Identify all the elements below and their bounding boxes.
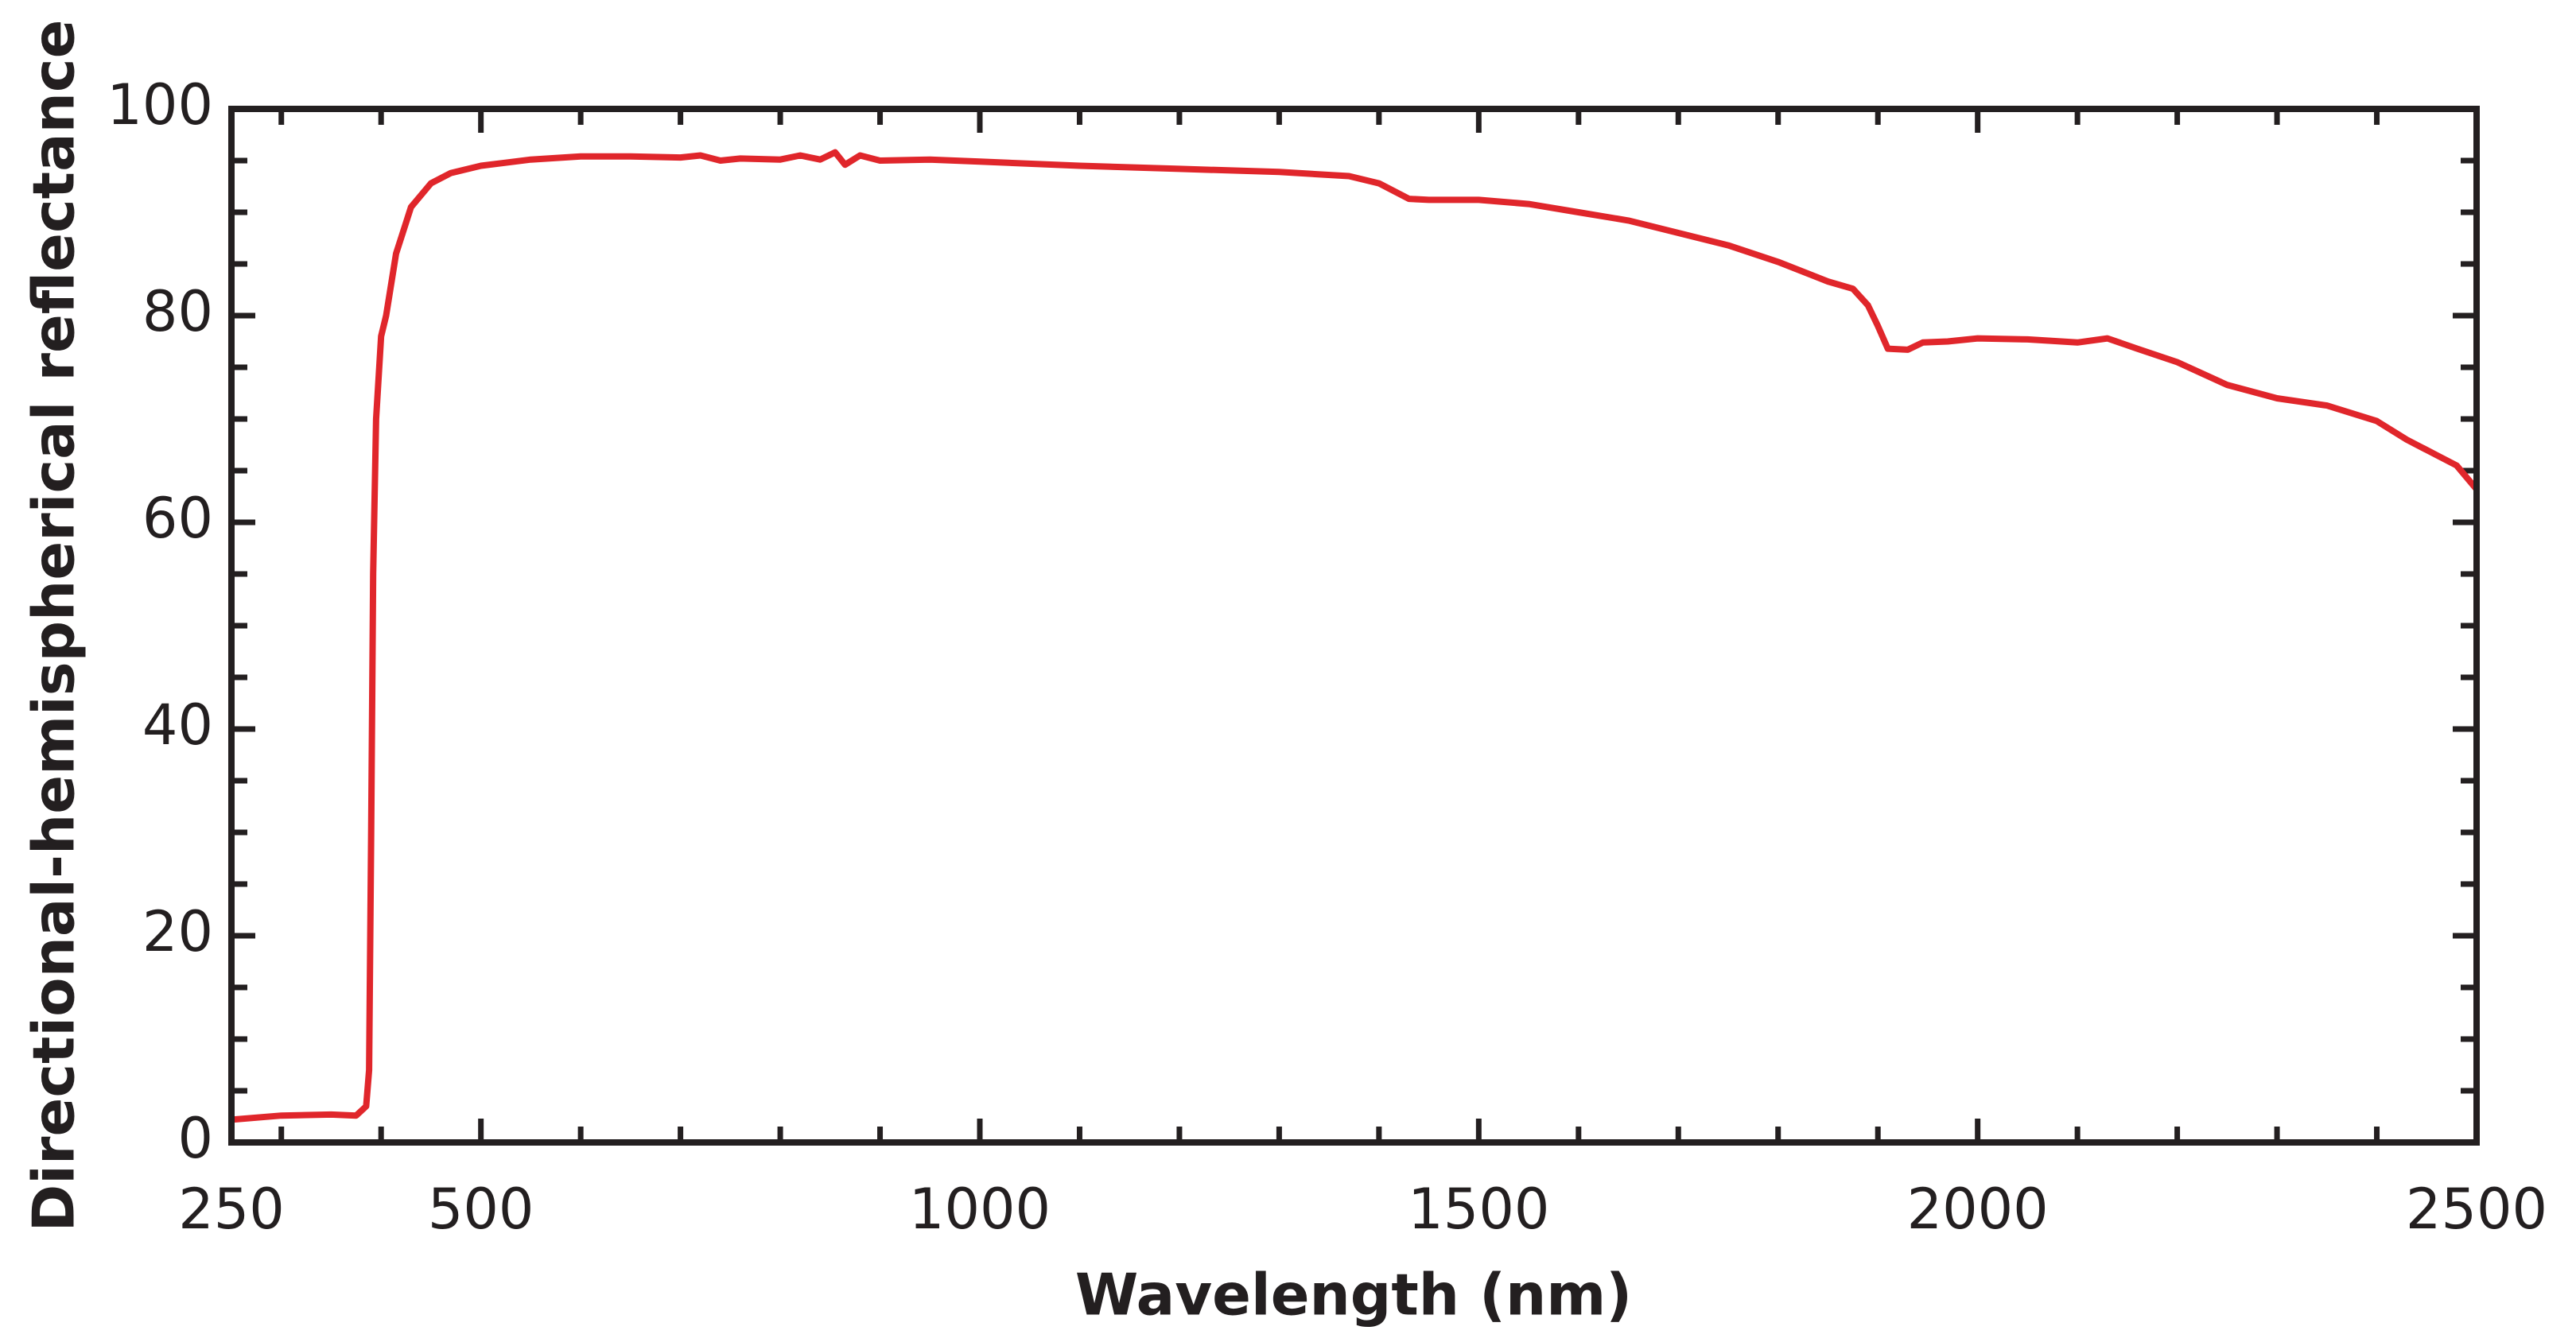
y-tick-label: 40	[142, 692, 213, 758]
y-tick-label: 80	[142, 279, 213, 344]
y-tick-label: 60	[142, 486, 213, 551]
y-tick-label: 20	[142, 899, 213, 964]
y-axis-label: Directional-hemispherical reflectance	[21, 20, 87, 1232]
x-tick-label: 250	[178, 1177, 285, 1242]
data-line	[228, 149, 2480, 1123]
plot-frame	[228, 106, 2480, 1146]
x-tick-label: 2500	[2406, 1177, 2547, 1242]
x-tick-label: 1000	[909, 1177, 1051, 1242]
x-tick-label: 1500	[1408, 1177, 1549, 1242]
x-tick-label: 500	[428, 1177, 534, 1242]
x-tick-label: 2000	[1907, 1177, 2049, 1242]
x-axis-label: Wavelength (nm)	[1075, 1262, 1632, 1328]
y-tick-label: 100	[107, 72, 213, 138]
y-tick-label: 0	[177, 1106, 213, 1171]
